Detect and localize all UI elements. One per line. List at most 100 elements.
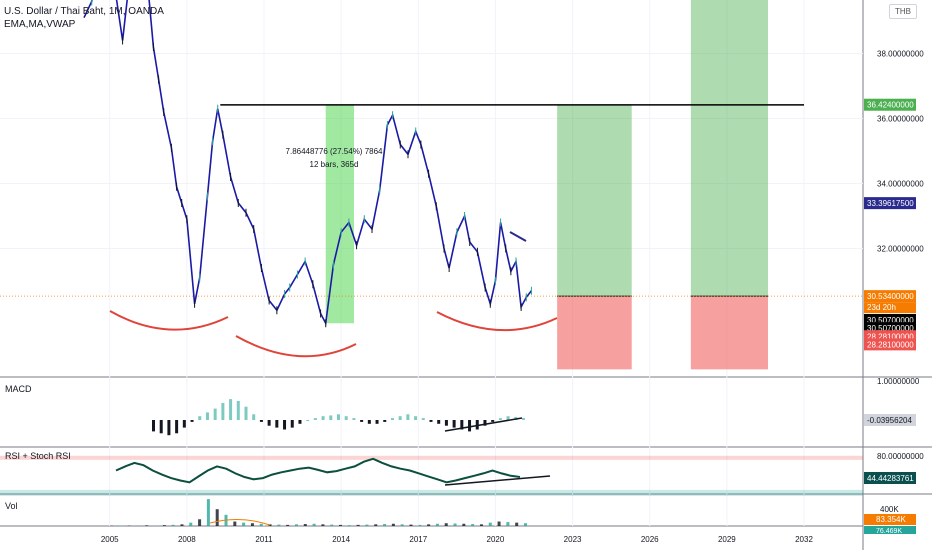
vol-readout-1: 83.354K bbox=[876, 515, 906, 524]
vol-tick-label: 400K bbox=[880, 505, 899, 514]
x-tick-label: 2032 bbox=[795, 535, 813, 544]
macd-bar bbox=[421, 418, 425, 420]
trend-mark bbox=[509, 231, 527, 242]
macd-bar bbox=[375, 420, 379, 424]
volume-bar bbox=[171, 524, 175, 526]
indicators-list[interactable]: EMA,MA,VWAP bbox=[4, 19, 76, 30]
macd-bar bbox=[182, 420, 186, 428]
macd-bar bbox=[344, 416, 348, 420]
volume-bar bbox=[339, 524, 343, 526]
x-tick-label: 2023 bbox=[564, 535, 582, 544]
rsi-line bbox=[115, 457, 521, 484]
macd-bar bbox=[205, 412, 209, 420]
rsi-trendline bbox=[444, 475, 551, 486]
volume-bar bbox=[312, 523, 316, 526]
volume-bar bbox=[427, 524, 431, 526]
stop-zone bbox=[690, 296, 768, 370]
rsi-value-box bbox=[864, 472, 916, 484]
macd-bar bbox=[360, 420, 364, 422]
stop-zone bbox=[557, 296, 632, 370]
macd-bar bbox=[290, 420, 294, 428]
macd-bar bbox=[329, 415, 333, 420]
macd-bar bbox=[383, 420, 387, 422]
rsi-overbought-band bbox=[0, 455, 863, 460]
volume-bar bbox=[162, 525, 166, 526]
macd-bar bbox=[406, 414, 410, 420]
macd-label: MACD bbox=[5, 384, 32, 394]
macd-bar bbox=[390, 418, 394, 420]
target-zone bbox=[690, 0, 768, 297]
macd-bar bbox=[259, 420, 263, 422]
volume-bar bbox=[435, 523, 439, 526]
macd-bar bbox=[159, 420, 163, 434]
macd-bar bbox=[221, 402, 225, 420]
macd-bar bbox=[337, 414, 340, 420]
volume-bar bbox=[383, 524, 387, 526]
macd-bar bbox=[298, 420, 302, 424]
volume-bar bbox=[206, 499, 210, 526]
price-label-text: 30.50700000 bbox=[867, 324, 914, 333]
macd-bar bbox=[522, 418, 525, 420]
price-label-box bbox=[864, 290, 916, 303]
volume-bar bbox=[303, 524, 307, 526]
volume-bar bbox=[497, 521, 501, 526]
volume-bar bbox=[506, 522, 510, 526]
y-tick-label: 36.00000000 bbox=[877, 115, 924, 124]
macd-bar bbox=[367, 420, 371, 424]
macd-bar bbox=[491, 420, 495, 422]
volume-bar bbox=[356, 524, 360, 526]
volume-bar bbox=[242, 522, 246, 526]
x-tick-label: 2008 bbox=[178, 535, 196, 544]
volume-bar bbox=[409, 524, 413, 526]
volume-bar bbox=[321, 524, 325, 526]
macd-bar bbox=[167, 420, 171, 436]
volume-bar bbox=[515, 522, 519, 526]
price-series-line bbox=[83, 0, 533, 326]
macd-bar bbox=[414, 416, 418, 420]
y-tick-label: 32.00000000 bbox=[877, 245, 924, 254]
macd-bar bbox=[175, 420, 179, 434]
volume-bar bbox=[233, 521, 237, 526]
x-tick-label: 2020 bbox=[487, 535, 505, 544]
volume-bar bbox=[462, 523, 466, 526]
price-label-text: 28.28100000 bbox=[867, 340, 914, 349]
x-tick-label: 2011 bbox=[255, 535, 273, 544]
pattern-arc bbox=[235, 335, 357, 358]
volume-bar bbox=[189, 522, 193, 526]
macd-bar bbox=[229, 399, 233, 420]
volume-bar bbox=[524, 523, 527, 526]
y-tick-label: 34.00000000 bbox=[877, 180, 924, 189]
macd-bar bbox=[468, 420, 472, 432]
volume-bar bbox=[136, 525, 140, 526]
volume-bar bbox=[374, 524, 378, 526]
price-label-box bbox=[864, 338, 916, 351]
x-tick-label: 2026 bbox=[641, 535, 659, 544]
volume-bar bbox=[418, 524, 422, 526]
macd-bar bbox=[437, 420, 441, 424]
macd-bar bbox=[444, 420, 448, 426]
volume-bar bbox=[268, 524, 272, 526]
volume-ma-line bbox=[209, 519, 271, 526]
macd-value-box bbox=[864, 414, 916, 426]
macd-bar bbox=[236, 401, 240, 420]
vol-readout-2: 76.469K bbox=[876, 528, 902, 535]
volume-bar bbox=[471, 524, 475, 526]
macd-bar bbox=[452, 420, 456, 428]
price-label-text: 36.42400000 bbox=[867, 101, 914, 110]
rsi-oversold-band bbox=[0, 489, 863, 496]
price-label-text: 28.28100000 bbox=[867, 332, 914, 341]
macd-bar bbox=[460, 420, 464, 430]
macd-bar bbox=[198, 416, 202, 420]
volume-bar bbox=[330, 524, 334, 526]
price-label-text: 30.53400000 bbox=[867, 292, 914, 301]
volume-label: Vol bbox=[5, 501, 18, 511]
rsi-label: RSI + Stoch RSI bbox=[5, 451, 71, 461]
price-label-text: 30.50700000 bbox=[867, 316, 914, 325]
x-tick-label: 2014 bbox=[332, 535, 350, 544]
volume-bar bbox=[479, 524, 483, 526]
currency-badge[interactable]: THB bbox=[889, 4, 917, 19]
macd-bar bbox=[506, 416, 510, 420]
macd-bar bbox=[267, 420, 271, 426]
vol-readout-box-2 bbox=[864, 526, 916, 534]
